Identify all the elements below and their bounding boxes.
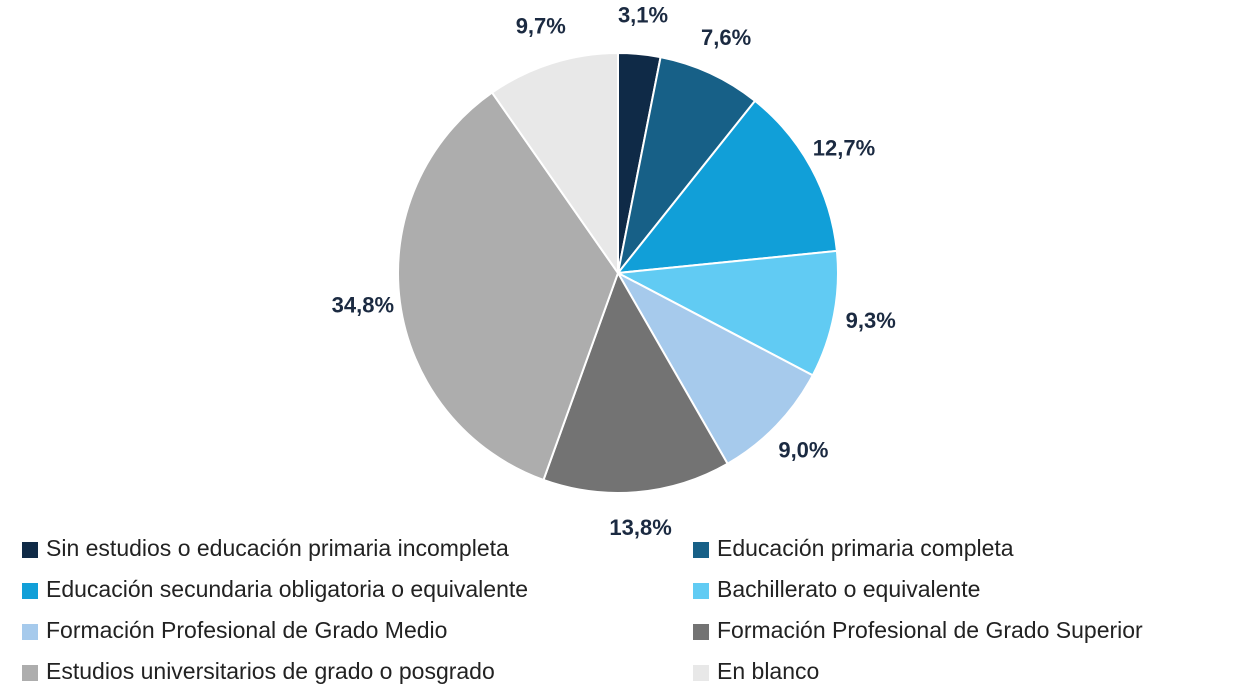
data-label: 9,0% [778, 437, 828, 462]
legend-label: Sin estudios o educación primaria incomp… [46, 535, 509, 561]
pie-slice [614, 249, 839, 377]
legend-swatch [693, 624, 709, 640]
legend-label: Formación Profesional de Grado Medio [46, 617, 447, 643]
pie-slice [615, 270, 815, 466]
pie-slice [542, 270, 729, 494]
legend-swatch [22, 583, 38, 599]
legend-label: Bachillerato o equivalente [717, 576, 980, 602]
legend-swatch [693, 583, 709, 599]
data-label: 9,3% [846, 308, 896, 333]
legend-label: En blanco [717, 658, 819, 684]
data-label: 13,8% [609, 515, 671, 540]
pie-slice [615, 99, 838, 275]
legend-label: Educación primaria completa [717, 535, 1014, 561]
data-label: 34,8% [332, 293, 394, 318]
data-label: 12,7% [813, 136, 875, 161]
pie-slice [397, 91, 620, 482]
legend-swatch [22, 665, 38, 681]
legend-label: Educación secundaria obligatoria o equiv… [46, 576, 528, 602]
data-label: 3,1% [618, 3, 668, 28]
pie-slice [617, 55, 757, 274]
legend-label: Formación Profesional de Grado Superior [717, 617, 1143, 643]
legend-swatch [22, 542, 38, 558]
pie-slice [490, 51, 619, 277]
legend-swatch [693, 542, 709, 558]
legend-swatch [693, 665, 709, 681]
legend-label: Estudios universitarios de grado o posgr… [46, 658, 495, 684]
data-label: 7,6% [701, 25, 751, 50]
data-label: 9,7% [516, 13, 566, 38]
legend-swatch [22, 624, 38, 640]
